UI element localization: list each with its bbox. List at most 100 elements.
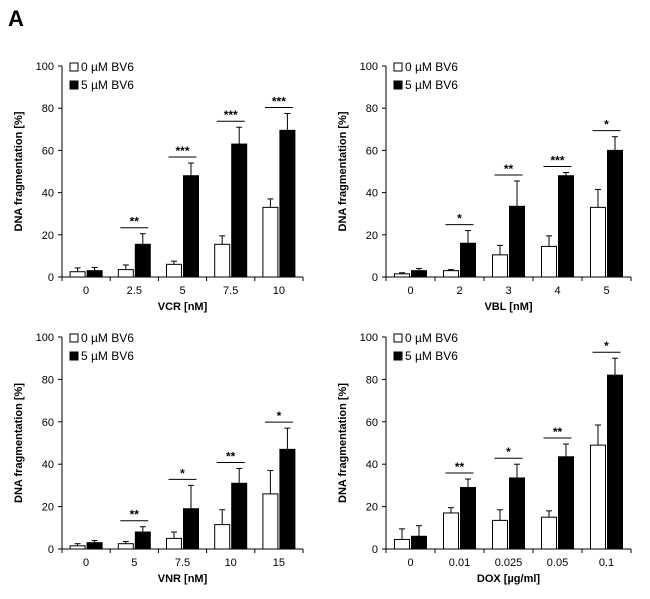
y-tick-label: 20 [42, 230, 54, 242]
bar-control [541, 516, 557, 550]
x-axis-title: VCR [nM] [158, 301, 208, 313]
bar-treated [231, 482, 248, 550]
bar-control [166, 537, 182, 550]
significance-label: ** [130, 508, 140, 522]
significance-label: * [604, 339, 609, 353]
legend-swatch [69, 351, 79, 361]
bar-control [262, 206, 279, 278]
significance-label: ** [226, 449, 236, 463]
bar-treated [86, 270, 103, 278]
bar-control [117, 543, 134, 550]
y-tick-label: 0 [372, 544, 378, 556]
y-tick-label: 80 [42, 103, 54, 115]
bar-treated [231, 143, 248, 278]
bar-treated [607, 149, 623, 278]
bar-treated [558, 175, 574, 278]
y-tick-label: 80 [42, 374, 54, 386]
bar-control [394, 538, 410, 550]
significance-label: *** [550, 154, 564, 168]
y-tick-label: 40 [42, 459, 54, 471]
bar-treated [607, 374, 623, 550]
y-tick-label: 100 [36, 332, 54, 344]
bar-control [492, 254, 508, 278]
bar-treated [134, 243, 151, 278]
bar-treated [183, 508, 199, 550]
bar-treated [509, 205, 525, 278]
x-tick-label: 15 [273, 557, 285, 569]
x-tick-label: 7.5 [223, 285, 238, 297]
legend-label: 0 µM BV6 [405, 331, 458, 345]
bar-treated [460, 242, 476, 278]
y-axis-title: DNA fragmentation [%] [337, 383, 349, 503]
bar-control [117, 269, 134, 278]
significance-label: * [457, 212, 462, 226]
y-tick-label: 40 [366, 459, 378, 471]
chart-4: 0 20 40 60 80 100 0 0.01 ** 0.025 * 0.05 ** 0.1 * 0 µM … [337, 331, 632, 585]
x-tick-label: 0.025 [495, 557, 523, 569]
chart-3: 0 20 40 60 80 100 0 5 ** 7.5 * 10 ** 15 * 0 µM BV6 5 µM … [13, 331, 304, 585]
x-tick-label: 0 [83, 557, 89, 569]
x-tick-label: 10 [225, 557, 237, 569]
bar-control [69, 545, 86, 550]
significance-label: ** [130, 215, 140, 229]
bar-treated [183, 175, 199, 278]
significance-label: *** [272, 94, 286, 108]
chart-1: 0 20 40 60 80 100 0 2.5 ** 5 *** 7.5 *** 10 *** 0 µM BV… [13, 60, 304, 313]
legend-label: 5 µM BV6 [405, 349, 458, 363]
bar-control [590, 206, 606, 278]
bar-control [262, 493, 279, 550]
legend-swatch [393, 333, 403, 343]
y-tick-label: 60 [42, 417, 54, 429]
x-tick-label: 10 [273, 285, 285, 297]
legend-swatch [69, 62, 79, 72]
bar-control [443, 270, 459, 278]
bar-control [214, 524, 231, 550]
x-tick-label: 0 [83, 285, 89, 297]
bar-control [69, 271, 86, 278]
legend-label: 0 µM BV6 [81, 331, 134, 345]
y-axis-title: DNA fragmentation [%] [337, 111, 349, 231]
x-tick-label: 0.1 [599, 557, 614, 569]
legend-swatch [69, 80, 79, 90]
bar-treated [279, 129, 296, 278]
y-tick-label: 80 [366, 374, 378, 386]
x-axis-title: VBL [nM] [484, 301, 532, 313]
significance-label: * [506, 445, 511, 459]
y-tick-label: 60 [366, 145, 378, 157]
bar-control [394, 273, 410, 278]
y-tick-label: 20 [366, 502, 378, 514]
legend-swatch [393, 80, 403, 90]
y-axis-title: DNA fragmentation [%] [13, 383, 25, 503]
legend-swatch [393, 351, 403, 361]
y-tick-label: 0 [372, 272, 378, 284]
significance-label: *** [175, 144, 189, 158]
x-tick-label: 2 [456, 285, 462, 297]
bar-treated [279, 448, 296, 550]
y-axis-title: DNA fragmentation [%] [13, 111, 25, 231]
significance-label: * [277, 409, 282, 423]
y-tick-label: 40 [42, 188, 54, 200]
x-tick-label: 3 [505, 285, 511, 297]
significance-label: ** [455, 460, 465, 474]
x-tick-label: 5 [131, 557, 137, 569]
x-tick-label: 0 [407, 557, 413, 569]
bar-control [443, 512, 459, 550]
bar-control [214, 243, 231, 278]
bar-treated [509, 477, 525, 550]
y-tick-label: 60 [366, 417, 378, 429]
bar-treated [134, 531, 151, 550]
legend-swatch [393, 62, 403, 72]
bar-control [166, 263, 182, 278]
y-tick-label: 40 [366, 188, 378, 200]
legend-label: 5 µM BV6 [405, 78, 458, 92]
significance-label: * [180, 466, 185, 480]
x-axis-title: DOX [µg/ml] [477, 573, 541, 585]
y-tick-label: 20 [366, 230, 378, 242]
legend-label: 5 µM BV6 [81, 78, 134, 92]
x-tick-label: 7.5 [175, 557, 190, 569]
x-tick-label: 2.5 [127, 285, 142, 297]
bar-treated [460, 487, 476, 550]
y-tick-label: 20 [42, 502, 54, 514]
x-tick-label: 4 [554, 285, 560, 297]
panel-label: A [8, 6, 24, 31]
